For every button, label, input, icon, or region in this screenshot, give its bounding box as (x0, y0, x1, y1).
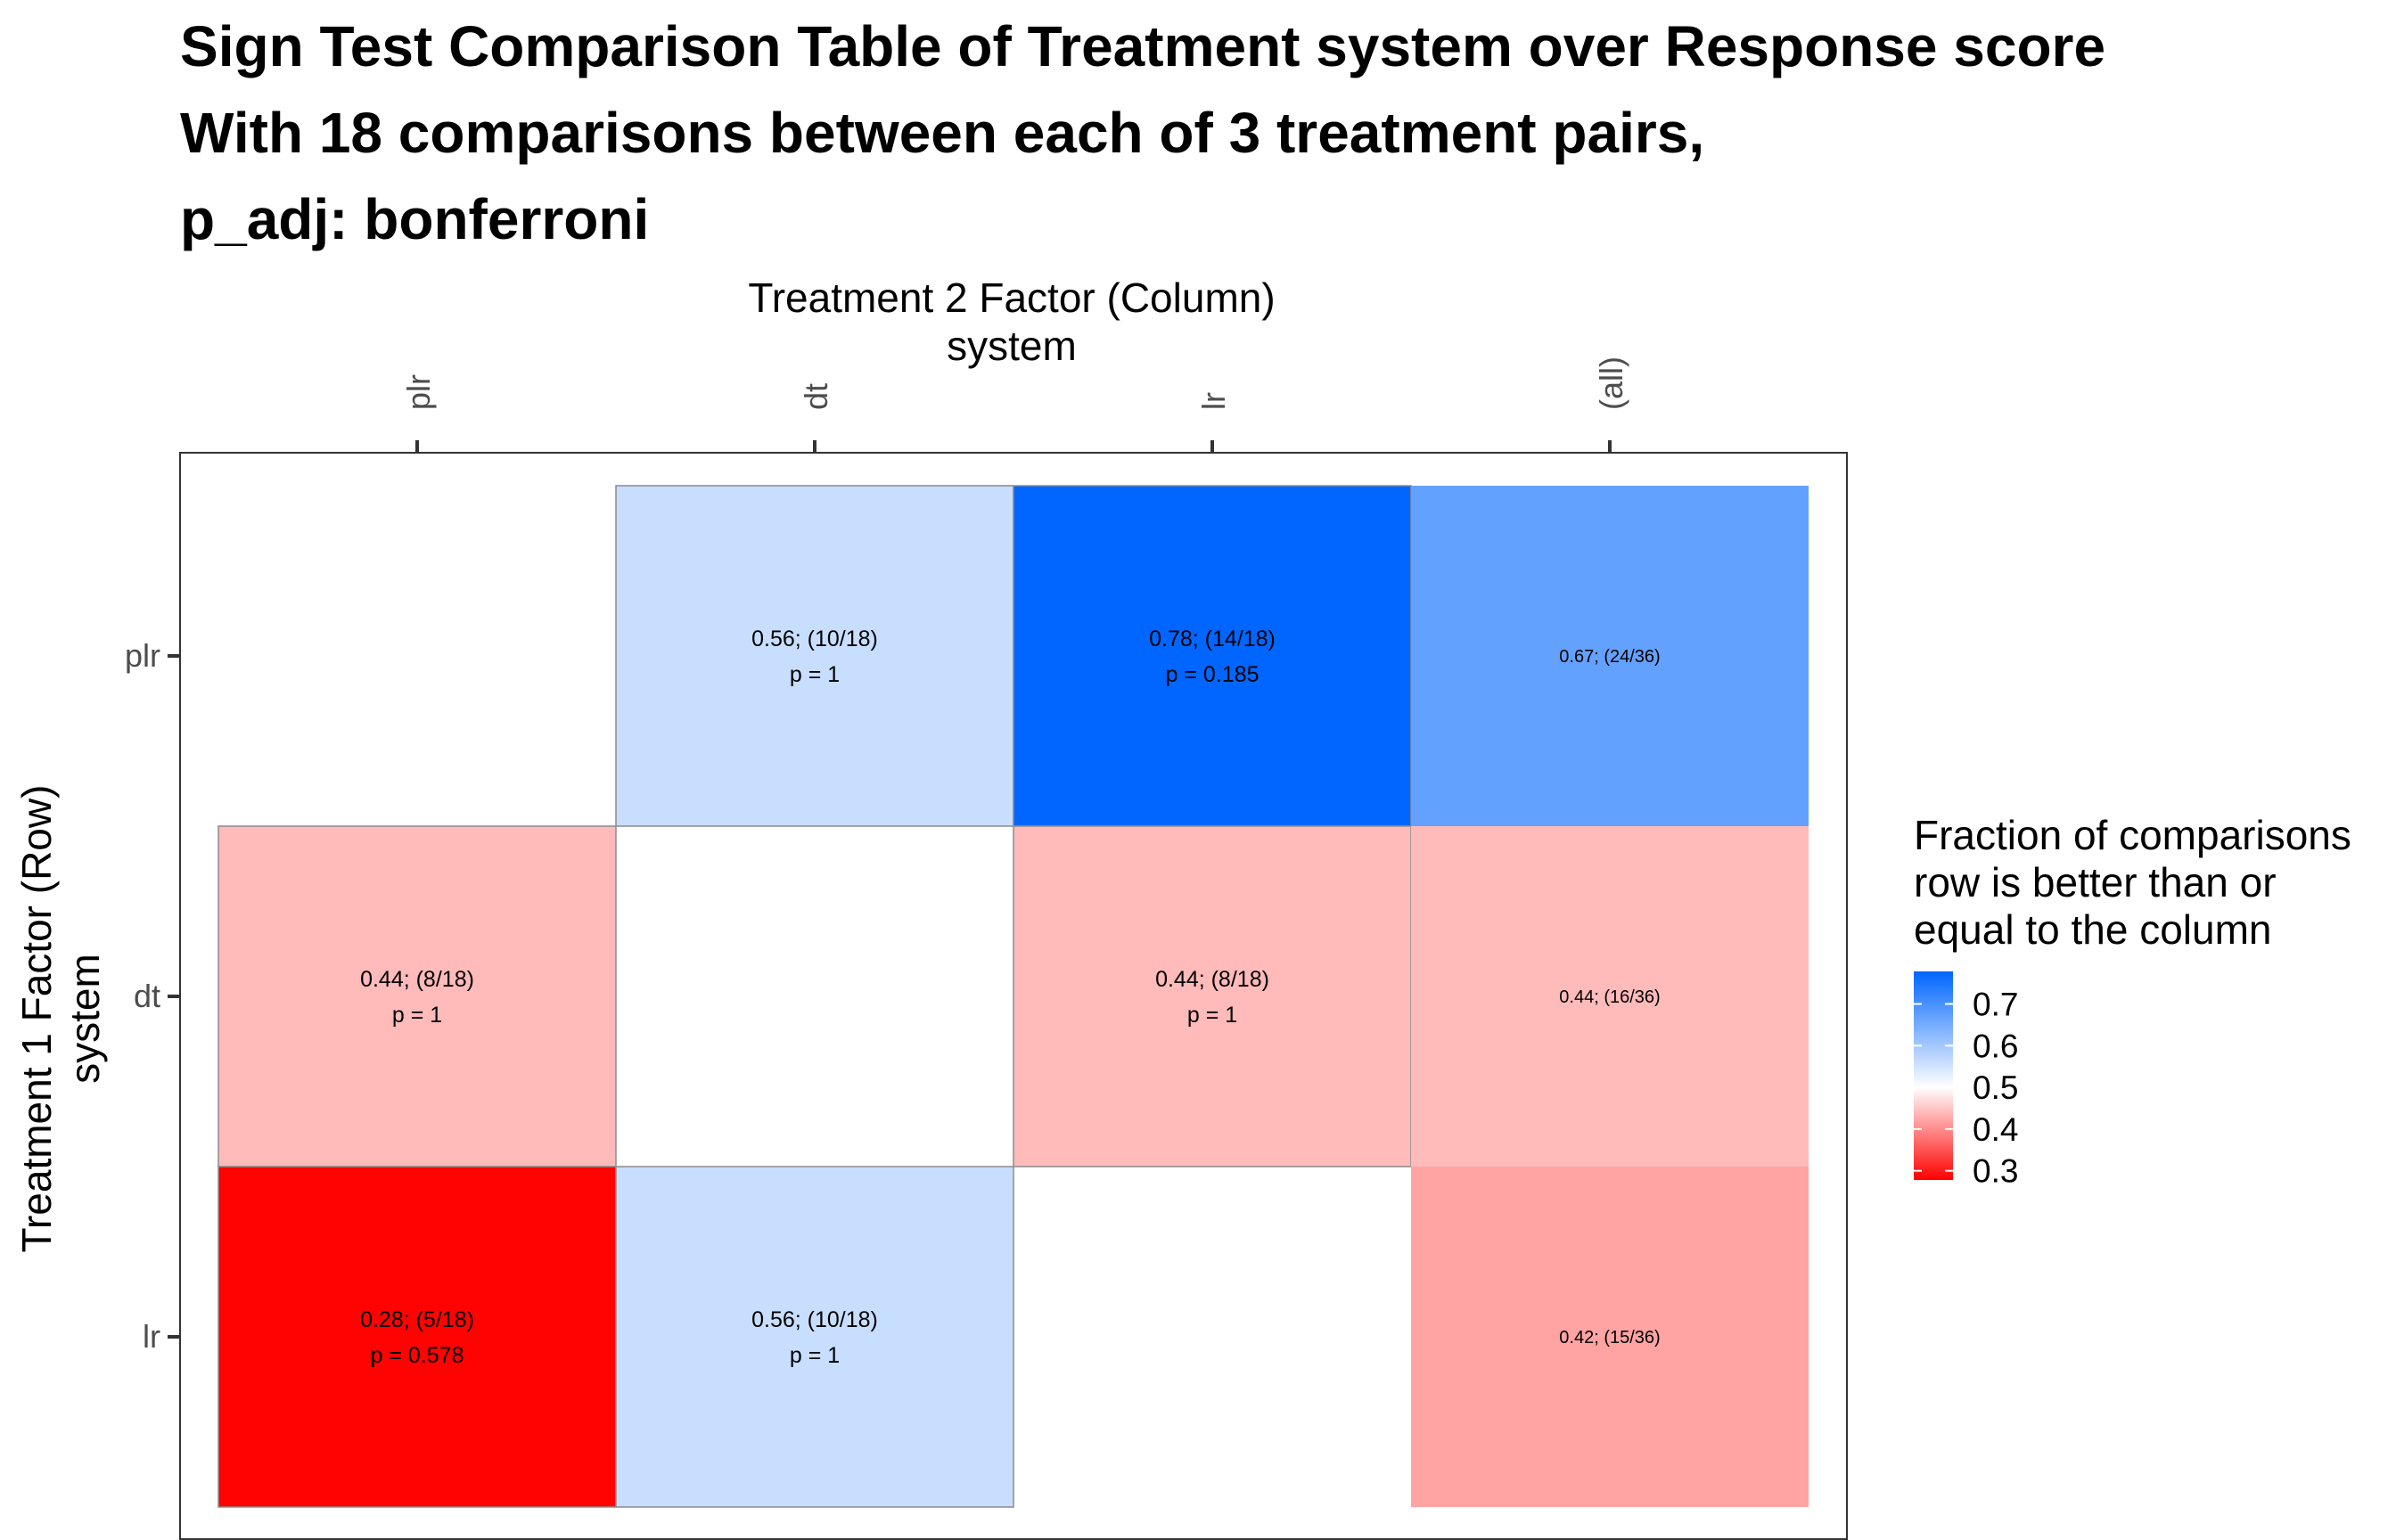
cell-label: 0.78; (14/18) (1149, 627, 1276, 651)
heatmap-cell-lr-dt (615, 1166, 1014, 1508)
legend-tick-label: 0.7 (1973, 987, 2018, 1023)
cells-layer: 0.56; (10/18) p = 1 0.78; (14/18) p = 0.185… (217, 485, 1809, 1508)
heatmap-cell-plr-dt (615, 485, 1014, 827)
x-tick-label: dt (798, 383, 834, 410)
cell-label: 0.56; (10/18) (751, 1307, 878, 1332)
chart-title-line-1: Sign Test Comparison Table of Treatment … (180, 14, 2106, 78)
cell-label: 0.42; (15/36) (1559, 1328, 1660, 1348)
y-tick-label: dt (134, 978, 160, 1014)
cell-label: 0.44; (16/36) (1559, 987, 1660, 1007)
legend-tick-label: 0.5 (1973, 1069, 2018, 1106)
axes-layer: plr dt lr (all) plr dt lr (125, 356, 1629, 1355)
heatmap-cell-plr-lr (1013, 485, 1412, 827)
heatmap-cell-lr-plr (217, 1166, 617, 1508)
x-tick-label: plr (400, 374, 437, 410)
legend-tick-label: 0.3 (1973, 1153, 2018, 1190)
legend-title-line: equal to the column (1914, 906, 2272, 953)
cell-label: 0.28; (5/18) (360, 1307, 474, 1332)
cell-label: 0.44; (8/18) (360, 967, 474, 992)
heatmap-cell-lr-all (1411, 1167, 1809, 1507)
legend-tick-label: 0.6 (1973, 1028, 2018, 1064)
cell-p-value: p = 0.578 (371, 1343, 464, 1368)
x-axis-title-line-2: system (947, 323, 1077, 369)
y-tick-label: lr (143, 1318, 160, 1355)
cell-p-value: p = 1 (1187, 1003, 1237, 1028)
chart-title-line-2: With 18 comparisons between each of 3 tr… (180, 101, 1705, 165)
cell-p-value: p = 1 (790, 1343, 840, 1368)
x-axis-title-line-1: Treatment 2 Factor (Column) (748, 274, 1275, 321)
heatmap-cell-dt-lr (1013, 825, 1412, 1167)
cell-p-value: p = 1 (392, 1003, 442, 1028)
legend-colorbar (1914, 971, 1953, 1180)
x-tick-label: (all) (1593, 356, 1629, 410)
cell-label: 0.67; (24/36) (1559, 647, 1660, 667)
heatmap-cell-dt-all (1411, 826, 1809, 1167)
cell-label: 0.44; (8/18) (1155, 967, 1269, 992)
cell-p-value: p = 0.185 (1166, 662, 1260, 687)
heatmap-cell-dt-plr (217, 825, 617, 1167)
x-tick-label: lr (1195, 392, 1232, 410)
legend-tick-label: 0.4 (1973, 1111, 2018, 1148)
cell-p-value: p = 1 (790, 662, 840, 687)
legend-title-line: row is better than or (1914, 859, 2277, 905)
heatmap-cell-plr-all (1411, 486, 1809, 826)
y-axis-title-line-2: system (62, 954, 108, 1084)
cell-label: 0.56; (10/18) (751, 627, 878, 651)
legend-title-line: Fraction of comparisons (1914, 812, 2351, 858)
chart-title-line-3: p_adj: bonferroni (180, 187, 650, 251)
y-tick-label: plr (125, 637, 160, 674)
y-axis-title-line-1: Treatment 1 Factor (Row) (13, 785, 60, 1253)
